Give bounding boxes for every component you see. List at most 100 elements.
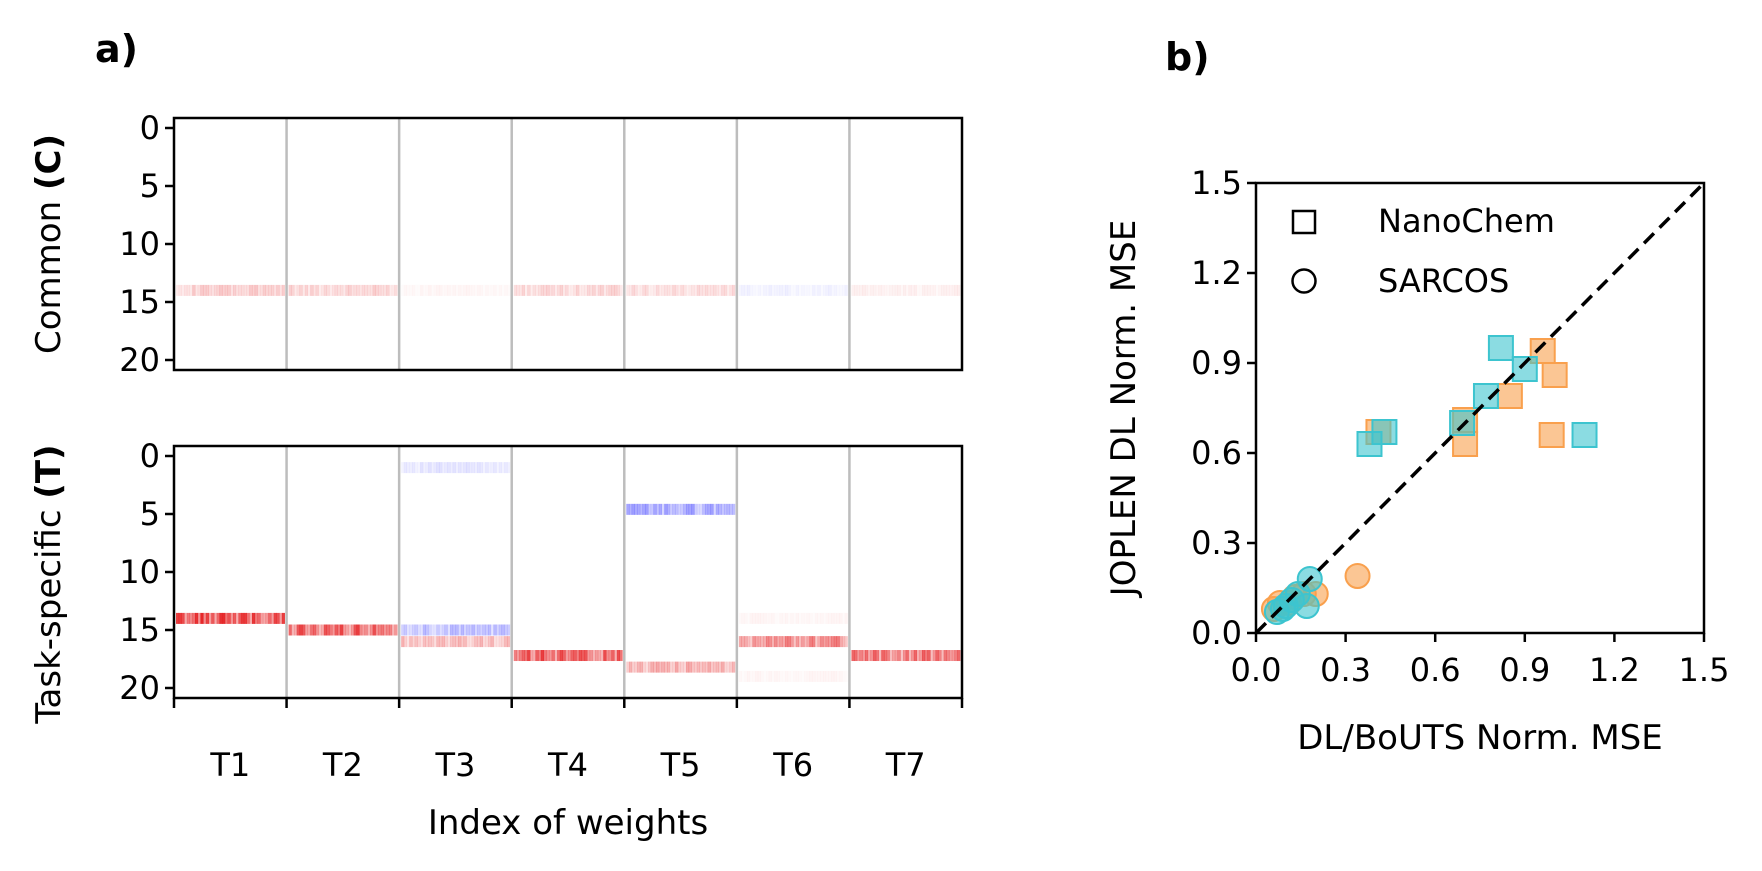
heatmap-cell xyxy=(683,503,687,515)
heatmap-cell xyxy=(192,284,196,296)
heatmap-cell xyxy=(471,624,475,636)
heatmap-cell xyxy=(321,284,325,296)
heatmap-cell xyxy=(394,284,398,296)
heatmap-cell xyxy=(892,650,896,662)
heatmap-cell xyxy=(535,284,539,296)
heatmap-cell xyxy=(463,284,467,296)
heatmap-cell xyxy=(268,612,272,624)
scatter-y-ticks: 0.0 0.3 0.6 0.9 1.2 1.5 xyxy=(1191,164,1256,652)
x-tick-label: 0.9 xyxy=(1499,651,1550,689)
heatmap-cell xyxy=(403,624,407,636)
heatmap-cell xyxy=(482,462,486,474)
heatmap-cell xyxy=(881,284,885,296)
heatmap-cell xyxy=(932,284,936,296)
heatmap-cell xyxy=(645,284,649,296)
heatmap-cell xyxy=(844,612,848,624)
heatmap-cell xyxy=(606,284,610,296)
heatmap-cell xyxy=(444,624,448,636)
heatmap-cell xyxy=(779,636,783,648)
heatmap-cell xyxy=(648,284,652,296)
heatmap-cell xyxy=(211,612,215,624)
heatmap-cell xyxy=(466,462,470,474)
heatmap-cell xyxy=(479,624,483,636)
heatmap-cell xyxy=(549,284,553,296)
heatmap-cell xyxy=(409,462,413,474)
heatmap-cell xyxy=(705,503,709,515)
heatmap-cell xyxy=(938,284,942,296)
heatmap-cell-group xyxy=(288,624,398,636)
heatmap-cell xyxy=(249,284,253,296)
heatmap-cell xyxy=(702,661,706,673)
heatmap-cell xyxy=(469,462,473,474)
heatmap-cell xyxy=(908,650,912,662)
heatmap-cell xyxy=(291,284,295,296)
heatmap-cell xyxy=(450,285,453,296)
heatmap-cell xyxy=(425,636,429,648)
heatmap-cell-group xyxy=(176,612,285,624)
heatmap-cell xyxy=(742,671,745,682)
heatmap-cell xyxy=(554,284,558,296)
heatmap-cell xyxy=(469,636,473,648)
heatmap-cell xyxy=(291,624,295,636)
heatmap-cell xyxy=(946,650,950,662)
heatmap-cell xyxy=(538,650,542,662)
heatmap-cell xyxy=(412,462,416,474)
heatmap-cell xyxy=(744,671,747,682)
heatmap-cell xyxy=(493,636,497,648)
heatmap-cell xyxy=(729,284,733,296)
common-axes-frame xyxy=(172,116,964,372)
heatmap-cell xyxy=(900,285,903,296)
heatmap-cell xyxy=(455,636,459,648)
heatmap-cell xyxy=(639,503,643,515)
heatmap-cell xyxy=(804,285,807,296)
heatmap-cell xyxy=(332,284,336,296)
heatmap-cell xyxy=(450,636,454,648)
heatmap-cell xyxy=(436,636,440,648)
heatmap-cell xyxy=(238,612,242,624)
heatmap-cell xyxy=(650,284,654,296)
heatmap-cell xyxy=(616,284,620,296)
heatmap-cell xyxy=(329,284,333,296)
heatmap-cell xyxy=(658,503,662,515)
heatmap-cell xyxy=(502,285,505,296)
heatmap-cell xyxy=(812,284,816,296)
heatmap-cell xyxy=(656,661,660,673)
heatmap-cell xyxy=(532,284,536,296)
heatmap-cell xyxy=(867,650,871,662)
heatmap-cell xyxy=(823,636,827,648)
heatmap-cell xyxy=(749,612,753,624)
heatmap-cell xyxy=(957,650,961,662)
heatmap-cell xyxy=(581,284,585,296)
heatmap-cell xyxy=(404,285,407,296)
heatmap-cell xyxy=(645,503,649,515)
heatmap-cell xyxy=(833,612,837,624)
heatmap-cell xyxy=(595,284,599,296)
heatmap-cell xyxy=(200,612,204,624)
heatmap-cell xyxy=(747,284,751,296)
heatmap-cell xyxy=(323,624,327,636)
heatmap-cell xyxy=(634,661,638,673)
heatmap-cell xyxy=(664,284,668,296)
heatmap-cell xyxy=(452,284,456,296)
heatmap-cell xyxy=(260,612,264,624)
heatmap-cell xyxy=(667,284,671,296)
heatmap-cell xyxy=(801,671,804,682)
heatmap-cell xyxy=(699,284,703,296)
heatmap-cell xyxy=(516,650,520,662)
heatmap-cell xyxy=(403,462,407,474)
heatmap-cell xyxy=(741,612,745,624)
heatmap-cell xyxy=(391,624,395,636)
heatmap-cell xyxy=(795,636,799,648)
heatmap-cell xyxy=(752,671,755,682)
heatmap-cell xyxy=(823,613,826,624)
heatmap-cell xyxy=(439,284,443,296)
heatmap-cell xyxy=(428,284,432,296)
heatmap-cell xyxy=(825,670,829,682)
heatmap-cell xyxy=(436,284,440,296)
heatmap-cell xyxy=(906,285,909,296)
heatmap-cell xyxy=(637,284,641,296)
heatmap-cell xyxy=(496,624,500,636)
heatmap-cell xyxy=(833,636,837,648)
heatmap-cell xyxy=(447,624,451,636)
